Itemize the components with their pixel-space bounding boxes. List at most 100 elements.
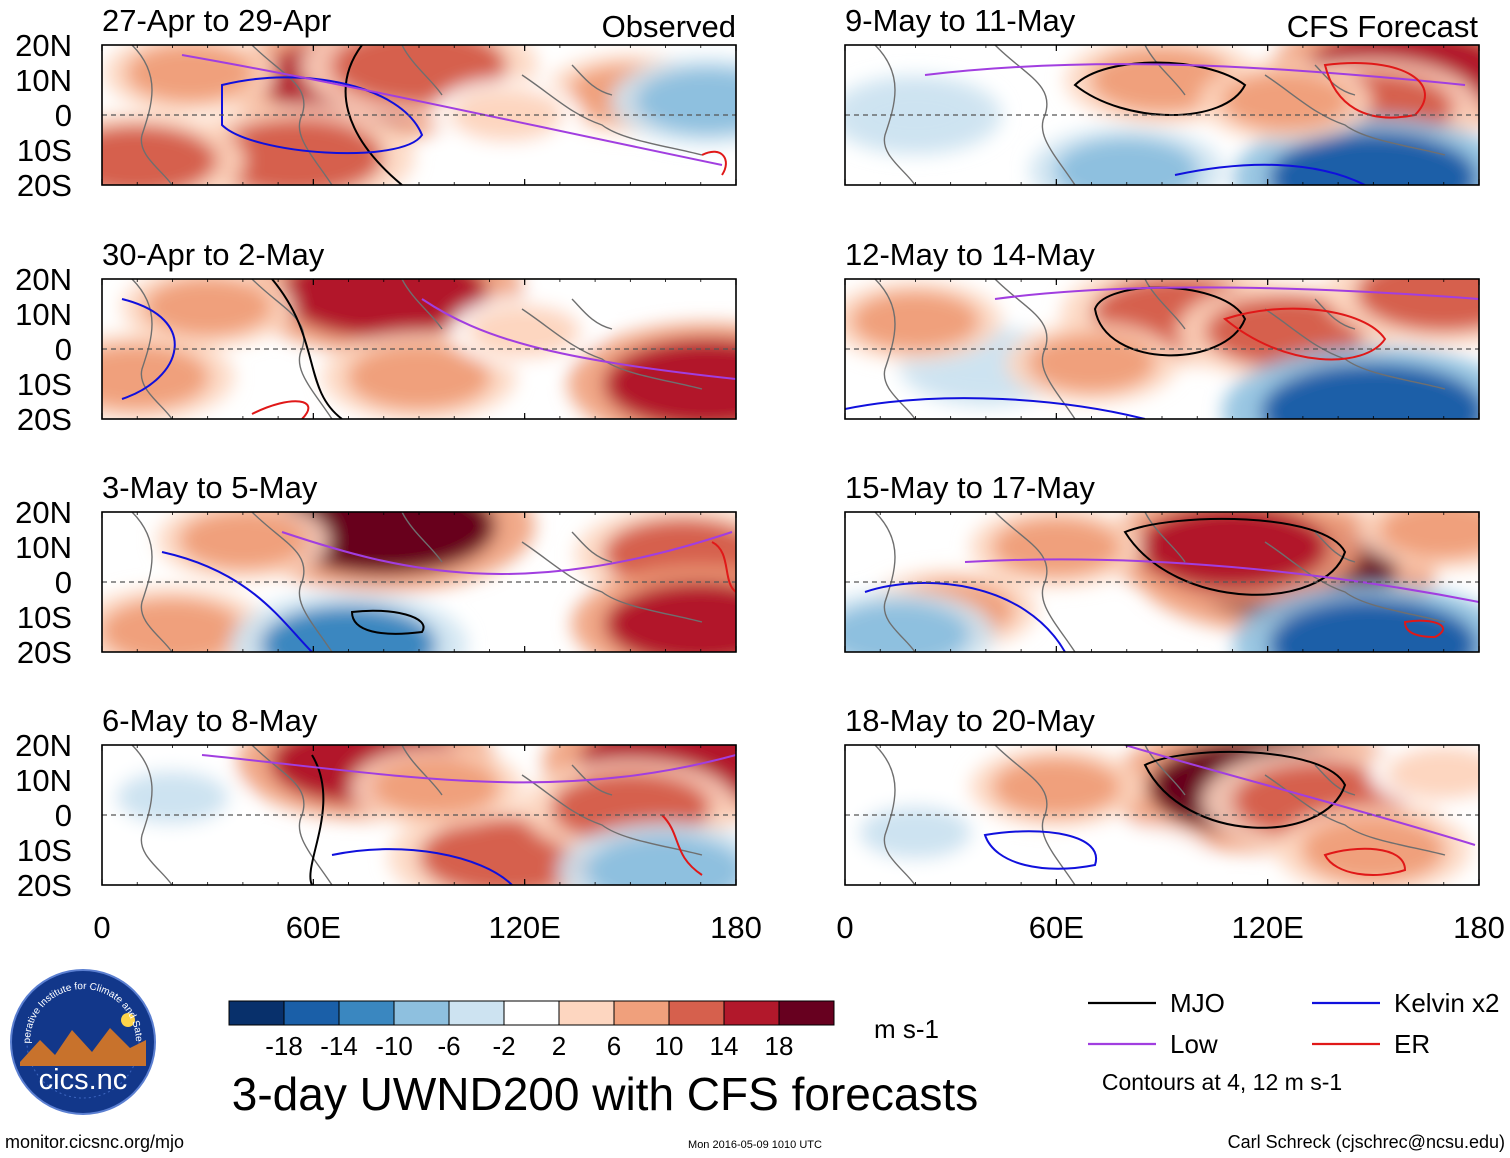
panel-8-anomaly bbox=[992, 757, 1121, 817]
coastline bbox=[874, 745, 916, 885]
panel-7-period: 15-May to 17-May bbox=[845, 470, 1095, 505]
coastline bbox=[571, 764, 613, 796]
mjo-contour bbox=[1073, 61, 1247, 116]
panel-5: 9-May to 11-May bbox=[844, 3, 1480, 186]
panel-1-anomaly bbox=[102, 124, 218, 185]
panel-6-period: 12-May to 14-May bbox=[845, 237, 1095, 272]
panel-2-field bbox=[102, 279, 736, 419]
coastline bbox=[571, 531, 613, 563]
lon-tick-label: 60E bbox=[1029, 910, 1084, 945]
low-contour bbox=[994, 286, 1479, 300]
lat-tick-label: 20N bbox=[15, 262, 72, 297]
panel-5-anomaly bbox=[1269, 132, 1478, 185]
colorbar-swatch bbox=[283, 1000, 340, 1026]
colorbar-tick-label: -10 bbox=[375, 1031, 413, 1061]
panel-7: 15-May to 17-May bbox=[844, 470, 1480, 653]
coastline bbox=[401, 279, 443, 330]
panel-6: 12-May to 14-May bbox=[844, 237, 1480, 420]
panel-8-anomaly bbox=[1096, 833, 1193, 881]
coastline bbox=[874, 512, 916, 652]
coastline bbox=[521, 774, 703, 856]
coastline bbox=[521, 74, 703, 156]
panel-5-period: 9-May to 11-May bbox=[845, 3, 1076, 38]
lat-tick-label: 10N bbox=[15, 763, 72, 798]
er-contour bbox=[1323, 847, 1407, 876]
panel-4-anomaly bbox=[116, 771, 229, 824]
lat-tick-label: 20N bbox=[15, 728, 72, 763]
lat-tick-label: 10S bbox=[17, 833, 72, 868]
mjo-contour bbox=[271, 279, 343, 419]
low-contour bbox=[181, 54, 723, 166]
coastline bbox=[131, 279, 173, 419]
panel-1-anomaly bbox=[126, 45, 255, 103]
lat-tick-label: 20S bbox=[17, 168, 72, 203]
coastline bbox=[1144, 45, 1186, 96]
panel-8-period: 18-May to 20-May bbox=[845, 703, 1095, 738]
er-contour bbox=[1403, 619, 1444, 639]
panel-5-anomaly bbox=[851, 85, 980, 145]
panel-3-anomaly bbox=[604, 581, 736, 652]
lat-tick-label: 20S bbox=[17, 402, 72, 437]
coastline bbox=[571, 64, 613, 96]
panel-4-anomaly bbox=[585, 835, 736, 885]
coastline bbox=[131, 512, 173, 652]
colorbar-tick-label: 18 bbox=[765, 1031, 794, 1061]
coastline bbox=[1314, 531, 1356, 563]
colorbar: -18 -14 -10 -6 -2 2 6 10 14 18 bbox=[228, 1000, 835, 1061]
logo-text: cics.nc bbox=[39, 1064, 128, 1096]
lat-tick-label: 10S bbox=[17, 600, 72, 635]
logo-disc bbox=[10, 969, 156, 1115]
kelvin-contour bbox=[331, 848, 513, 885]
panel-7-contours bbox=[864, 517, 1479, 652]
legend-label-kelvin-x2: Kelvin x2 bbox=[1394, 988, 1500, 1018]
legend-note: Contours at 4, 12 m s-1 bbox=[1102, 1069, 1342, 1095]
lon-tick-label: 60E bbox=[286, 910, 341, 945]
lon-tick-label: 180 bbox=[710, 910, 762, 945]
lat-tick-label: 20S bbox=[17, 868, 72, 903]
lat-tick-label: 10N bbox=[15, 297, 72, 332]
panel-5-anomaly bbox=[1221, 71, 1350, 131]
observed-label: Observed bbox=[602, 9, 736, 44]
panel-3-field bbox=[102, 512, 736, 652]
coastline bbox=[521, 308, 703, 390]
colorbar-units: m s-1 bbox=[874, 1014, 939, 1044]
panel-3-anomaly bbox=[260, 605, 437, 652]
coastline bbox=[131, 45, 173, 185]
colorbar-tick-label: -14 bbox=[320, 1031, 358, 1061]
panel-3-anomaly bbox=[102, 598, 245, 652]
panel-8-contours bbox=[983, 745, 1476, 876]
panel-7-anomaly bbox=[992, 517, 1121, 577]
lat-tick-label: 20N bbox=[15, 495, 72, 530]
lat-tick-label: 0 bbox=[55, 332, 72, 367]
panel-2-anomaly bbox=[102, 344, 210, 410]
lon-tick-label: 0 bbox=[836, 910, 853, 945]
coastline bbox=[401, 745, 443, 796]
colorbar-tick-label: -2 bbox=[492, 1031, 515, 1061]
panel-5-anomaly bbox=[1054, 138, 1199, 185]
colorbar-swatch bbox=[613, 1000, 670, 1026]
low-contour bbox=[1124, 745, 1476, 846]
panel-6-contours bbox=[845, 286, 1479, 419]
lat-tick-label: 0 bbox=[55, 98, 72, 133]
colorbar-swatch bbox=[448, 1000, 505, 1026]
colorbar-swatch bbox=[668, 1000, 725, 1026]
colorbar-tick-label: 10 bbox=[655, 1031, 684, 1061]
contour-legend: MJO Low Kelvin x2 ER bbox=[1088, 988, 1500, 1059]
lat-tick-label: 0 bbox=[55, 798, 72, 833]
lon-tick-label: 180 bbox=[1453, 910, 1505, 945]
low-contour bbox=[281, 531, 733, 575]
kelvin-contour bbox=[983, 830, 1098, 870]
coastline bbox=[1314, 298, 1356, 330]
colorbar-swatch bbox=[778, 1000, 835, 1026]
panel-1-anomaly bbox=[207, 117, 384, 185]
panel-3-period: 3-May to 5-May bbox=[102, 470, 318, 505]
colorbar-swatch bbox=[723, 1000, 780, 1026]
colorbar-tick-label: -6 bbox=[437, 1031, 460, 1061]
panel-4-contours bbox=[201, 754, 736, 885]
legend-label-mjo: MJO bbox=[1170, 988, 1225, 1018]
lon-tick-label: 120E bbox=[1231, 910, 1303, 945]
panel-7-anomaly bbox=[845, 601, 970, 652]
lat-tick-label: 0 bbox=[55, 565, 72, 600]
er-contour bbox=[251, 400, 310, 419]
footer-url: monitor.cicsnc.org/mjo bbox=[5, 1132, 184, 1152]
